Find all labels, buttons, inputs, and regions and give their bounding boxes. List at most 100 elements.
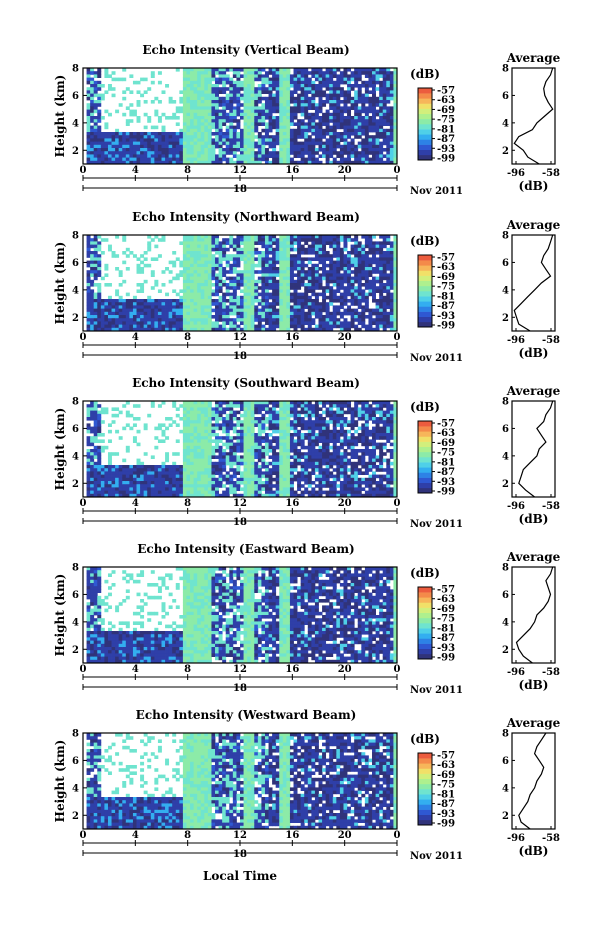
- heatmap-cell: [182, 112, 187, 117]
- heatmap-cell: [343, 138, 348, 142]
- colorbar-segment: [418, 270, 432, 276]
- heatmap: [86, 235, 398, 332]
- heatmap-cell: [250, 93, 255, 98]
- heatmap-cell: [115, 135, 120, 139]
- heatmap-cell: [257, 327, 262, 332]
- heatmap-cell: [97, 254, 102, 258]
- heatmap-cell: [347, 238, 352, 242]
- heatmap-cell: [282, 77, 287, 82]
- heatmap-cell: [264, 128, 269, 133]
- heatmap-cell: [197, 407, 202, 411]
- heatmap-cell: [339, 132, 344, 136]
- heatmap-cell: [207, 132, 212, 136]
- heatmap-cell: [289, 235, 294, 239]
- heatmap-cell: [257, 138, 262, 142]
- heatmap-cell: [115, 465, 120, 469]
- heatmap-cell: [257, 90, 262, 94]
- heatmap-cell: [282, 71, 287, 75]
- heatmap-cell: [382, 315, 387, 319]
- heatmap-cell: [86, 160, 91, 165]
- heatmap-cell: [393, 93, 398, 98]
- heatmap-cell: [207, 87, 212, 91]
- heatmap-cell: [264, 321, 269, 325]
- heatmap-cell: [272, 254, 277, 258]
- heatmap-cell: [247, 154, 252, 158]
- heatmap-cell: [161, 151, 166, 155]
- heatmap-cell: [272, 138, 277, 142]
- heatmap-cell: [140, 157, 145, 162]
- heatmap-cell: [197, 247, 202, 252]
- heatmap-cell: [275, 247, 280, 252]
- heatmap-cell: [218, 493, 223, 498]
- heatmap-cell: [350, 74, 355, 78]
- heatmap-cell: [200, 321, 205, 325]
- heatmap-cell: [200, 71, 205, 75]
- heatmap-cell: [222, 119, 227, 123]
- heatmap-cell: [286, 283, 291, 287]
- heatmap-cell: [336, 103, 341, 107]
- heatmap-cell: [172, 461, 177, 466]
- heatmap-cell: [93, 132, 98, 136]
- heatmap-cell: [379, 308, 384, 313]
- heatmap-cell: [325, 109, 330, 114]
- heatmap-cell: [90, 452, 95, 456]
- heatmap-cell: [289, 324, 294, 329]
- heatmap-cell: [275, 122, 280, 126]
- heatmap-cell: [182, 257, 187, 261]
- heatmap-cell: [350, 315, 355, 319]
- heatmap-cell: [90, 490, 95, 495]
- heatmap-cell: [175, 299, 180, 303]
- heatmap-cell: [104, 273, 109, 277]
- heatmap-cell: [136, 474, 141, 479]
- heatmap-cell: [304, 112, 309, 117]
- heatmap-cell: [311, 273, 316, 277]
- heatmap-cell: [222, 157, 227, 162]
- heatmap-cell: [204, 468, 209, 472]
- heatmap-cell: [247, 77, 252, 82]
- heatmap-cell: [222, 138, 227, 142]
- heatmap-cell: [236, 235, 241, 239]
- heatmap-cell: [197, 251, 202, 255]
- heatmap-cell: [300, 247, 305, 252]
- heatmap-cell: [122, 154, 127, 158]
- heatmap-cell: [232, 160, 237, 165]
- heatmap-cell: [293, 122, 298, 126]
- heatmap-cell: [165, 84, 170, 88]
- heatmap-cell: [240, 68, 244, 72]
- heatmap-cell: [343, 302, 348, 306]
- heatmap-cell: [257, 279, 262, 284]
- heatmap-cell: [307, 80, 312, 85]
- profile-y-tick-label: 4: [502, 118, 509, 129]
- heatmap-cell: [186, 318, 191, 322]
- heatmap-cell: [343, 244, 348, 249]
- heatmap-cell: [314, 238, 319, 242]
- heatmap-cell: [364, 157, 369, 162]
- heatmap-cell: [264, 96, 269, 101]
- heatmap-cell: [218, 318, 223, 322]
- heatmap-cell: [236, 260, 241, 265]
- heatmap-cell: [307, 122, 312, 126]
- heatmap-cell: [143, 321, 148, 325]
- heatmap-cell: [200, 481, 205, 485]
- heatmap-cell: [193, 122, 198, 126]
- heatmap-cell: [275, 270, 280, 274]
- heatmap-cell: [104, 490, 109, 495]
- heatmap-cell: [264, 289, 269, 293]
- heatmap-cell: [207, 321, 212, 325]
- heatmap-cell: [375, 96, 380, 101]
- heatmap-cell: [175, 471, 180, 475]
- heatmap-cell: [218, 279, 223, 284]
- heatmap-cell: [264, 302, 269, 306]
- heatmap-cell: [268, 235, 273, 239]
- heatmap-cell: [207, 286, 212, 290]
- heatmap-cell: [204, 302, 209, 306]
- heatmap-cell: [286, 119, 291, 123]
- heatmap-cell: [286, 324, 291, 329]
- heatmap-cell: [307, 90, 312, 94]
- heatmap-cell: [236, 244, 241, 249]
- heatmap-cell: [232, 125, 237, 130]
- heatmap-cell: [354, 235, 359, 239]
- heatmap-cell: [350, 311, 355, 316]
- heatmap-cell: [182, 481, 187, 485]
- colorbar-segment: [418, 285, 432, 292]
